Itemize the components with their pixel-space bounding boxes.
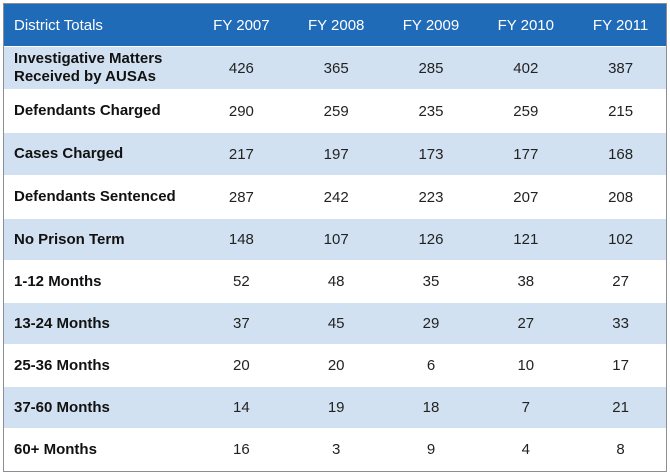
row-label: Investigative Matters Received by AUSAs [4, 46, 194, 90]
table-row: 1-12 Months 52 48 35 38 27 [4, 260, 666, 303]
cell-value: 223 [383, 175, 479, 219]
cell-value: 285 [383, 46, 479, 90]
row-label: 25-36 Months [4, 344, 194, 387]
cell-value: 21 [573, 386, 666, 429]
cell-value: 20 [194, 344, 289, 387]
header-fy-2010: FY 2010 [478, 4, 574, 47]
cell-value: 18 [383, 386, 479, 429]
cell-value: 9 [383, 428, 479, 470]
cell-value: 19 [288, 386, 384, 429]
row-label: Cases Charged [4, 132, 194, 176]
table-row: 13-24 Months 37 45 29 27 33 [4, 302, 666, 345]
cell-value: 217 [194, 132, 289, 176]
table-header-row: District Totals FY 2007 FY 2008 FY 2009 … [4, 4, 666, 47]
cell-value: 29 [383, 302, 479, 345]
table-row: No Prison Term 148 107 126 121 102 [4, 218, 666, 261]
header-fy-2007: FY 2007 [194, 4, 289, 47]
cell-value: 35 [383, 260, 479, 303]
cell-value: 16 [194, 428, 289, 470]
district-totals-table: District Totals FY 2007 FY 2008 FY 2009 … [4, 4, 666, 470]
district-totals-table-container: District Totals FY 2007 FY 2008 FY 2009 … [3, 3, 667, 472]
cell-value: 402 [478, 46, 574, 90]
cell-value: 177 [478, 132, 574, 176]
cell-value: 27 [573, 260, 666, 303]
cell-value: 8 [573, 428, 666, 470]
cell-value: 242 [288, 175, 384, 219]
table-row: Defendants Charged 290 259 235 259 215 [4, 89, 666, 133]
cell-value: 173 [383, 132, 479, 176]
table-row: Investigative Matters Received by AUSAs … [4, 46, 666, 90]
cell-value: 207 [478, 175, 574, 219]
cell-value: 235 [383, 89, 479, 133]
cell-value: 3 [288, 428, 384, 470]
row-label: 60+ Months [4, 428, 194, 470]
header-fy-2011: FY 2011 [573, 4, 666, 47]
cell-value: 365 [288, 46, 384, 90]
row-label: No Prison Term [4, 218, 194, 261]
cell-value: 45 [288, 302, 384, 345]
cell-value: 14 [194, 386, 289, 429]
header-district-totals: District Totals [4, 4, 194, 47]
cell-value: 426 [194, 46, 289, 90]
table-row: 25-36 Months 20 20 6 10 17 [4, 344, 666, 387]
table-row: Cases Charged 217 197 173 177 168 [4, 132, 666, 176]
table-row: 60+ Months 16 3 9 4 8 [4, 428, 666, 470]
row-label: 37-60 Months [4, 386, 194, 429]
table-row: 37-60 Months 14 19 18 7 21 [4, 386, 666, 429]
cell-value: 259 [288, 89, 384, 133]
cell-value: 287 [194, 175, 289, 219]
cell-value: 197 [288, 132, 384, 176]
header-fy-2009: FY 2009 [383, 4, 479, 47]
cell-value: 52 [194, 260, 289, 303]
cell-value: 102 [573, 218, 666, 261]
row-label: 1-12 Months [4, 260, 194, 303]
cell-value: 33 [573, 302, 666, 345]
cell-value: 215 [573, 89, 666, 133]
cell-value: 7 [478, 386, 574, 429]
header-fy-2008: FY 2008 [288, 4, 384, 47]
cell-value: 121 [478, 218, 574, 261]
cell-value: 17 [573, 344, 666, 387]
row-label: Defendants Sentenced [4, 175, 194, 219]
row-label: 13-24 Months [4, 302, 194, 345]
cell-value: 259 [478, 89, 574, 133]
cell-value: 6 [383, 344, 479, 387]
cell-value: 148 [194, 218, 289, 261]
row-label: Defendants Charged [4, 89, 194, 133]
cell-value: 27 [478, 302, 574, 345]
cell-value: 4 [478, 428, 574, 470]
cell-value: 107 [288, 218, 384, 261]
cell-value: 126 [383, 218, 479, 261]
cell-value: 290 [194, 89, 289, 133]
cell-value: 48 [288, 260, 384, 303]
table-row: Defendants Sentenced 287 242 223 207 208 [4, 175, 666, 219]
cell-value: 387 [573, 46, 666, 90]
cell-value: 10 [478, 344, 574, 387]
cell-value: 20 [288, 344, 384, 387]
cell-value: 208 [573, 175, 666, 219]
cell-value: 168 [573, 132, 666, 176]
cell-value: 37 [194, 302, 289, 345]
cell-value: 38 [478, 260, 574, 303]
